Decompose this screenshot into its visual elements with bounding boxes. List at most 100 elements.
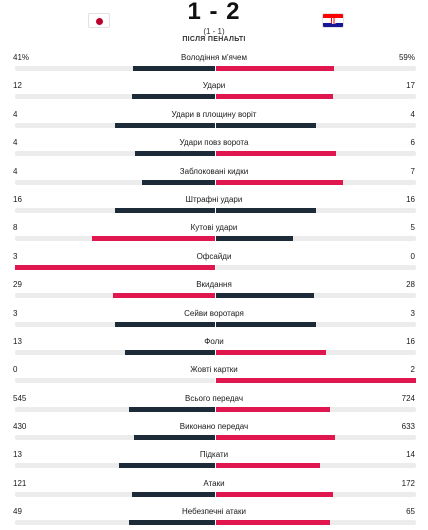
away-stat-bar-track [216,520,416,526]
stat-label: Вкидання [196,280,232,290]
away-stat-bar [216,151,336,157]
away-stat-value: 6 [410,138,415,148]
aggregate-score: (1 - 1) [203,27,225,36]
away-stat-bar [216,94,334,100]
home-stat-value: 430 [13,422,27,432]
away-stat-bar [216,236,293,242]
home-stat-bar-track [15,491,215,497]
away-stat-bar [216,207,316,213]
stat-label: Штрафні удари [185,194,243,204]
match-score: 1 - 2 [187,0,241,25]
home-stat-bar [132,491,215,497]
away-stat-bar [216,520,331,526]
stat-row: 430 Виконано передач 633 [0,417,428,445]
stat-row: 545 Всього передач 724 [0,389,428,417]
home-stat-bar [125,349,215,355]
home-stat-bar-track [15,378,215,384]
home-stat-value: 13 [13,336,22,346]
away-stat-bar [216,463,320,469]
match-header: 1 - 2 (1 - 1) ПІСЛЯ ПЕНАЛЬТІ [0,0,428,48]
stat-label: Фоли [204,336,224,346]
stat-label: Офсайди [196,251,232,261]
home-stat-bar [132,94,215,100]
away-stat-value: 4 [410,109,415,119]
away-stat-value: 7 [410,166,415,176]
stat-row: 8 Кутові удари 5 [0,218,428,246]
away-stat-bar [216,378,416,384]
home-stat-bar [135,151,215,157]
home-stat-value: 16 [13,194,22,204]
home-stat-value: 4 [13,166,18,176]
stat-label: Удари [202,81,226,91]
away-stat-value: 2 [410,365,415,375]
home-stat-bar-track [15,406,215,412]
home-stat-bar [134,435,215,441]
away-stat-bar-track [216,435,416,441]
home-stat-bar [133,66,215,71]
away-stat-value: 16 [406,194,415,204]
home-stat-bar-track [15,520,215,526]
away-stat-bar [216,349,327,355]
away-stat-value: 59% [398,53,415,62]
stat-label: Виконано передач [179,422,249,432]
home-stat-value: 4 [13,109,18,119]
home-stat-bar-track [15,94,215,100]
home-stat-value: 3 [13,251,18,261]
away-stat-bar-track [216,378,416,384]
away-stat-bar-track [216,321,416,327]
away-stat-value: 3 [410,308,415,318]
match-status: ПІСЛЯ ПЕНАЛЬТІ [182,36,246,43]
stat-label: Всього передач [185,393,243,403]
home-stat-bar [142,179,215,185]
away-stat-value: 17 [406,81,415,91]
away-stat-bar [216,406,331,412]
home-stat-value: 41% [13,53,30,62]
home-stat-bar-track [15,236,215,242]
home-stat-bar [15,264,215,270]
away-stat-value: 16 [406,336,415,346]
stat-label: Жовті картки [190,365,238,375]
home-stat-value: 29 [13,280,22,290]
away-stat-bar-track [216,66,416,71]
away-stat-bar-track [216,406,416,412]
home-stat-bar-track [15,207,215,213]
stat-row: 41% Володіння м'ячем 59% [0,48,428,76]
away-stat-bar-track [216,264,416,270]
away-stat-bar [216,435,336,441]
stat-row: 0 Жовті картки 2 [0,360,428,388]
croatia-flag-icon [322,13,344,28]
away-stat-bar-track [216,94,416,100]
stat-label: Підкати [199,450,229,460]
home-stat-value: 49 [13,507,22,517]
home-stat-bar [91,236,215,242]
stat-row: 4 Заблоковані кидки 7 [0,162,428,190]
stat-label: Удари в площину воріт [171,109,257,119]
home-stat-bar [115,122,215,128]
away-stat-bar [216,491,334,497]
stat-row: 13 Фоли 16 [0,332,428,360]
away-stat-value: 0 [410,251,415,261]
home-stat-value: 121 [13,478,27,488]
stat-row: 29 Вкидання 28 [0,275,428,303]
stat-label: Удари повз ворота [179,138,249,148]
stat-label: Кутові удари [190,223,238,233]
away-stat-value: 65 [406,507,415,517]
away-stat-bar-track [216,179,416,185]
away-stat-bar-track [216,151,416,157]
stat-row: 121 Атаки 172 [0,474,428,502]
stat-row: 4 Удари повз ворота 6 [0,133,428,161]
home-stat-bar-track [15,122,215,128]
home-stat-bar-track [15,435,215,441]
away-stat-bar [216,122,316,128]
away-stat-value: 28 [406,280,415,290]
stat-row: 16 Штрафні удари 16 [0,190,428,218]
stat-row: 49 Небезпечні атаки 65 [0,502,428,530]
stat-row: 13 Підкати 14 [0,445,428,473]
away-stat-bar-track [216,491,416,497]
stat-label: Сейви воротаря [184,308,244,318]
home-stat-bar-track [15,179,215,185]
away-stat-bar [216,321,316,327]
home-stat-value: 12 [13,81,22,91]
stat-row: 4 Удари в площину воріт 4 [0,105,428,133]
home-stat-bar [115,321,215,327]
